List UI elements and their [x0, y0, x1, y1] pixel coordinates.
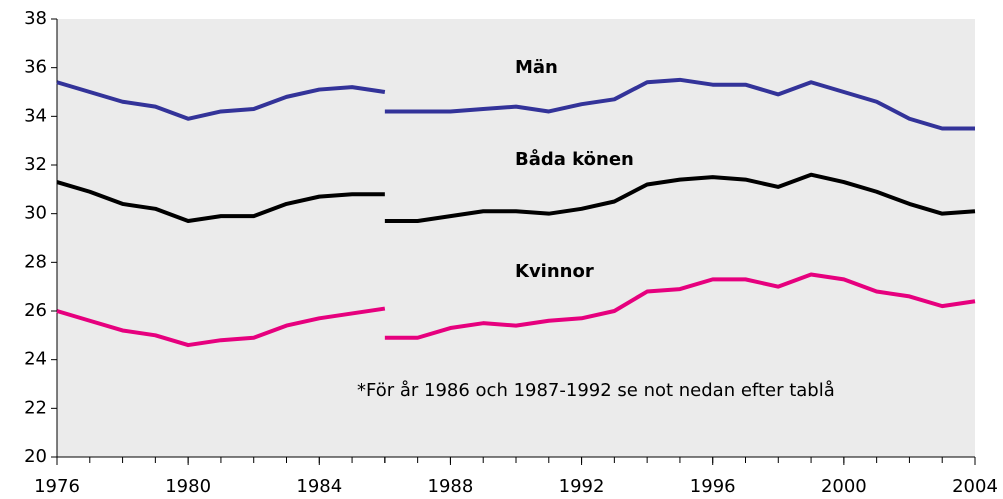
x-tick-label: 1988	[428, 476, 474, 497]
x-tick-label: 1992	[559, 476, 605, 497]
y-tick-label: 30	[24, 203, 47, 224]
x-tick-label: 1984	[296, 476, 342, 497]
y-tick-label: 26	[24, 300, 47, 321]
y-tick-label: 34	[24, 105, 47, 126]
annotation: *För år 1986 och 1987-1992 se not nedan …	[357, 380, 835, 401]
y-tick-label: 28	[24, 251, 47, 272]
x-tick-label: 1996	[690, 476, 736, 497]
series-line	[56, 77, 975, 131]
series-line	[56, 172, 976, 223]
y-tick-label: 24	[24, 349, 47, 370]
y-tick-label: 38	[24, 8, 47, 29]
series-line	[56, 272, 976, 348]
series-label: Båda könen	[515, 148, 634, 170]
series-label: Kvinnor	[515, 261, 594, 282]
y-tick-label: 32	[24, 154, 47, 175]
y-tick-label: 20	[24, 446, 47, 467]
x-tick-label: 2004	[952, 476, 998, 497]
x-tick-label: 2000	[821, 476, 867, 497]
x-tick-label: 1980	[165, 476, 211, 497]
plot-area	[57, 19, 975, 457]
y-tick-label: 22	[24, 397, 47, 418]
y-tick-label: 36	[24, 57, 47, 78]
series-label: Män	[515, 57, 558, 78]
x-tick-label: 1976	[34, 476, 80, 497]
